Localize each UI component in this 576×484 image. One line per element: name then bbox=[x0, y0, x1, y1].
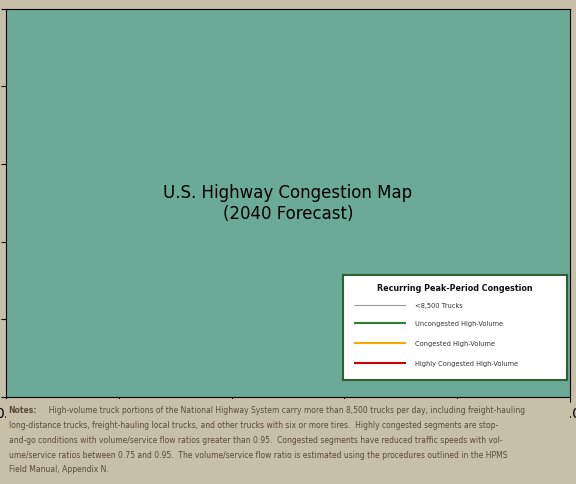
Text: Field Manual, Appendix N.: Field Manual, Appendix N. bbox=[9, 465, 108, 473]
Text: Recurring Peak-Period Congestion: Recurring Peak-Period Congestion bbox=[377, 283, 533, 292]
Text: Notes:: Notes: bbox=[9, 405, 37, 414]
Text: and-go conditions with volume/service flow ratios greater than 0.95.  Congested : and-go conditions with volume/service fl… bbox=[9, 435, 502, 444]
Text: U.S. Highway Congestion Map
(2040 Forecast): U.S. Highway Congestion Map (2040 Foreca… bbox=[164, 184, 412, 223]
Text: long-distance trucks, freight-hauling local trucks, and other trucks with six or: long-distance trucks, freight-hauling lo… bbox=[9, 420, 498, 429]
Text: Congested High-Volume: Congested High-Volume bbox=[415, 341, 495, 347]
Text: Highly Congested High-Volume: Highly Congested High-Volume bbox=[415, 360, 518, 366]
Text: High-volume truck portions of the National Highway System carry more than 8,500 : High-volume truck portions of the Nation… bbox=[44, 405, 525, 414]
Text: Uncongested High-Volume: Uncongested High-Volume bbox=[415, 321, 503, 327]
Text: <8,500 Trucks: <8,500 Trucks bbox=[415, 302, 463, 308]
Text: ume/service ratios between 0.75 and 0.95.  The volume/service flow ratio is esti: ume/service ratios between 0.75 and 0.95… bbox=[9, 450, 507, 459]
